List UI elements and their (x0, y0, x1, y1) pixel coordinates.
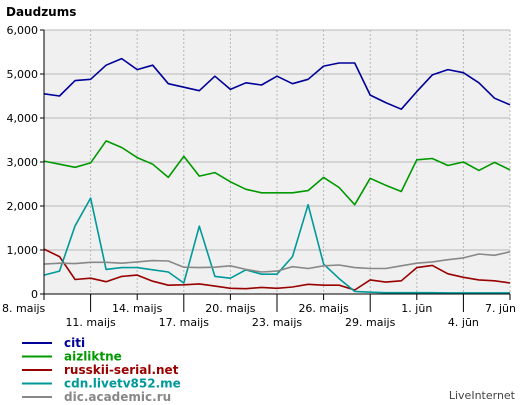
x-tick-label: 20. maijs (205, 302, 256, 315)
series-line-citi (43, 57, 511, 110)
x-tick-label: 14. maijs (112, 302, 163, 315)
x-tick-label: 4. jūn (448, 316, 479, 329)
credit-label: LiveInternet (449, 389, 516, 402)
series-line-cdn-livetv852-me (43, 197, 510, 294)
legend-label: aizliktne (64, 350, 122, 364)
legend-label: dic.academic.ru (64, 390, 171, 404)
y-tick-label: 3,000 (7, 156, 39, 169)
series-line-russkii-serial-net (43, 248, 511, 291)
x-tick-label: 17. maijs (159, 316, 210, 329)
series-line-aizliktne (43, 140, 511, 206)
y-tick-label: 4,000 (7, 112, 39, 125)
series-layer (43, 57, 511, 294)
series-line-dic-academic-ru (43, 251, 511, 273)
y-tick-label: 6,000 (7, 24, 39, 37)
y-axis-ticks: 0 1,000 2,000 3,000 4,000 5,000 6,000 (7, 24, 44, 301)
legend-label: cdn.livetv852.me (64, 377, 181, 391)
x-axis-ticks: 8. maijs 14. maijs 20. maijs 26. maijs 1. jū… (2, 294, 516, 329)
x-tick-label: 29. maijs (345, 316, 396, 329)
x-tick-label: 26. maijs (298, 302, 349, 315)
chart-title: Daudzums (6, 5, 76, 19)
x-tick-label: 1. jūn (401, 302, 432, 315)
y-tick-label: 0 (31, 288, 38, 301)
y-tick-label: 1,000 (7, 244, 39, 257)
legend-label: citi (64, 336, 85, 350)
legend: citiaizliktnerusskii-serial.netcdn.livet… (22, 336, 181, 404)
x-tick-label: 8. maijs (2, 302, 46, 315)
y-tick-label: 2,000 (7, 200, 39, 213)
x-tick-label: 7. jūn (485, 302, 516, 315)
x-tick-label: 23. maijs (252, 316, 303, 329)
legend-label: russkii-serial.net (64, 363, 179, 377)
y-tick-label: 5,000 (7, 68, 39, 81)
x-tick-label: 11. maijs (65, 316, 116, 329)
